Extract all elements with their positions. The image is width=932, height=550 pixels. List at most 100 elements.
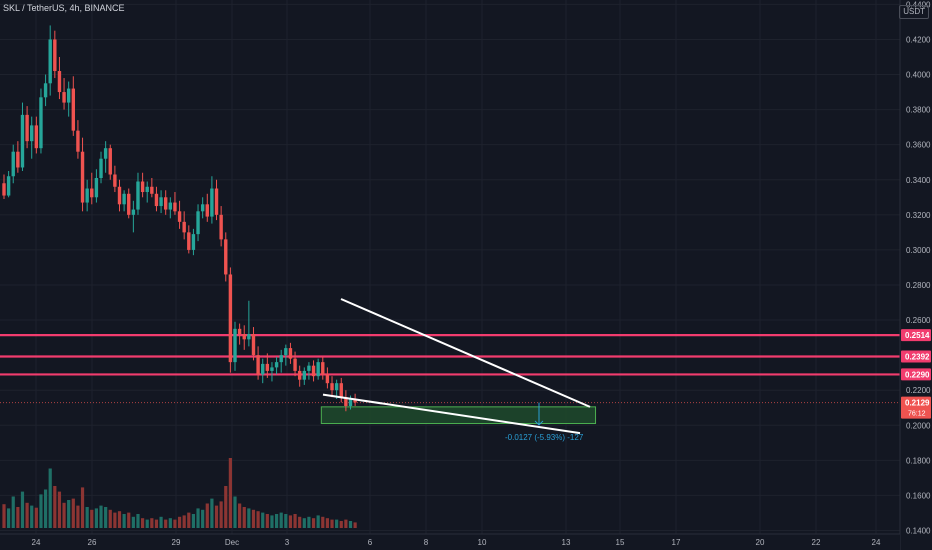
volume-bar: [173, 519, 177, 528]
time-tick-label: 22: [812, 538, 821, 547]
price-tick-label: 0.2800: [906, 281, 931, 290]
trendline-upper: [340, 298, 591, 408]
price-tick-label: 0.2600: [906, 316, 931, 325]
volume-bar: [85, 507, 89, 528]
symbol-title[interactable]: SKL / TetherUS, 4h, BINANCE: [3, 3, 125, 13]
candle-body: [219, 214, 223, 240]
candles: [2, 25, 357, 412]
candle-body: [90, 188, 94, 198]
volume-bar: [113, 512, 117, 528]
volume-bar: [238, 503, 242, 528]
candle-body: [80, 151, 85, 203]
volume-bar: [270, 515, 274, 528]
candle-body: [325, 374, 330, 384]
candle-body: [168, 202, 173, 210]
candle-body: [321, 362, 325, 375]
volume-bar: [302, 518, 306, 528]
price-axis-bg: [900, 0, 932, 550]
volume-bar: [117, 511, 122, 528]
price-tick-label: 0.3600: [906, 141, 931, 150]
volume-bar: [330, 519, 334, 528]
time-tick-label: Dec: [225, 538, 239, 547]
volume-bar: [265, 514, 269, 528]
time-tick-label: 6: [368, 538, 373, 547]
volume-bar: [256, 511, 260, 528]
candle-body: [311, 365, 316, 377]
volume-bar: [177, 516, 182, 528]
price-tick-label: 0.2000: [906, 421, 931, 430]
volume-bar: [187, 512, 191, 528]
volume-bar: [284, 514, 288, 528]
volume-bar: [210, 498, 214, 528]
level-price-label: 0.2514: [905, 331, 930, 340]
volume-bar: [99, 505, 103, 528]
candle-body: [256, 355, 260, 375]
candle-body: [205, 204, 209, 217]
candle-body: [164, 197, 168, 210]
volume-bar: [164, 519, 168, 528]
volume-bar: [127, 512, 131, 528]
time-tick-label: 13: [562, 538, 571, 547]
volume-bar: [122, 514, 126, 528]
candle-body: [76, 130, 80, 152]
candle-body: [334, 383, 339, 391]
volume-bar: [316, 515, 320, 528]
candle-body: [210, 188, 214, 217]
volume-bar: [2, 504, 6, 528]
candle-body: [25, 114, 29, 142]
volume-bar: [11, 496, 15, 528]
candle-body: [173, 202, 177, 212]
volume-bar: [205, 503, 209, 528]
volume-bars: [2, 458, 357, 528]
candle-body: [20, 114, 25, 168]
volume-bar: [233, 496, 237, 528]
price-tick-label: 0.4200: [906, 35, 931, 44]
level-price-label: 0.2290: [905, 370, 930, 379]
price-tick-label: 0.1600: [906, 491, 931, 500]
candle-body: [224, 239, 228, 275]
volume-bar: [7, 508, 11, 528]
volume-bar: [57, 491, 62, 528]
candle-body: [39, 97, 43, 149]
candle-body: [265, 363, 270, 371]
volume-bar: [71, 498, 75, 528]
volume-bar: [62, 502, 66, 528]
volume-bar: [353, 522, 357, 528]
candle-body: [6, 176, 11, 196]
candle-body: [261, 363, 265, 375]
candle-body: [274, 362, 279, 368]
candle-body: [214, 188, 219, 215]
volume-bar: [293, 514, 297, 528]
volume-bar: [34, 507, 38, 528]
price-tick-label: 0.1800: [906, 456, 931, 465]
candle-body: [11, 151, 15, 177]
volume-bar: [16, 507, 20, 528]
candle-body: [288, 348, 293, 359]
time-tick-label: 10: [478, 538, 487, 547]
volume-bar: [224, 486, 228, 528]
candle-body: [85, 188, 89, 203]
candle-body: [233, 328, 237, 363]
volume-bar: [80, 487, 85, 528]
volume-bar: [279, 512, 283, 528]
volume-bar: [168, 518, 172, 528]
volume-bar: [307, 516, 311, 528]
candle-body: [284, 348, 288, 356]
candle-body: [187, 232, 191, 250]
price-tick-label: 0.3400: [906, 176, 931, 185]
currency-tag[interactable]: USDT: [899, 5, 929, 19]
candle-body: [108, 148, 112, 175]
grid-lines: [0, 0, 900, 534]
time-axis-bg: [0, 534, 900, 550]
candle-body: [71, 88, 75, 131]
time-tick-label: 15: [616, 538, 625, 547]
volume-bar: [48, 468, 52, 528]
candle-body: [62, 92, 66, 103]
time-tick-label: 24: [872, 538, 881, 547]
price-axis: 0.4400 0.4200 0.4000 0.3800 0.3600 0.3400 0.32…: [899, 0, 932, 550]
volume-bar: [325, 518, 329, 528]
volume-bar: [242, 507, 246, 528]
